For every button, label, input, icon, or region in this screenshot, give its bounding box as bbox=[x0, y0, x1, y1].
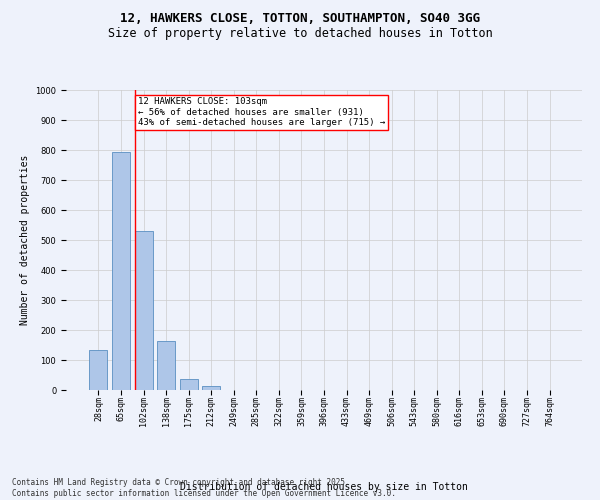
Y-axis label: Number of detached properties: Number of detached properties bbox=[20, 155, 30, 325]
Bar bbox=[134, 231, 152, 390]
X-axis label: Distribution of detached houses by size in Totton: Distribution of detached houses by size … bbox=[180, 482, 468, 492]
Bar bbox=[179, 378, 198, 390]
Text: Size of property relative to detached houses in Totton: Size of property relative to detached ho… bbox=[107, 28, 493, 40]
Bar bbox=[157, 342, 175, 390]
Text: 12, HAWKERS CLOSE, TOTTON, SOUTHAMPTON, SO40 3GG: 12, HAWKERS CLOSE, TOTTON, SOUTHAMPTON, … bbox=[120, 12, 480, 26]
Bar bbox=[89, 350, 107, 390]
Bar bbox=[112, 152, 130, 390]
Bar bbox=[202, 386, 220, 390]
Text: 12 HAWKERS CLOSE: 103sqm
← 56% of detached houses are smaller (931)
43% of semi-: 12 HAWKERS CLOSE: 103sqm ← 56% of detach… bbox=[138, 98, 385, 128]
Text: Contains HM Land Registry data © Crown copyright and database right 2025.
Contai: Contains HM Land Registry data © Crown c… bbox=[12, 478, 396, 498]
